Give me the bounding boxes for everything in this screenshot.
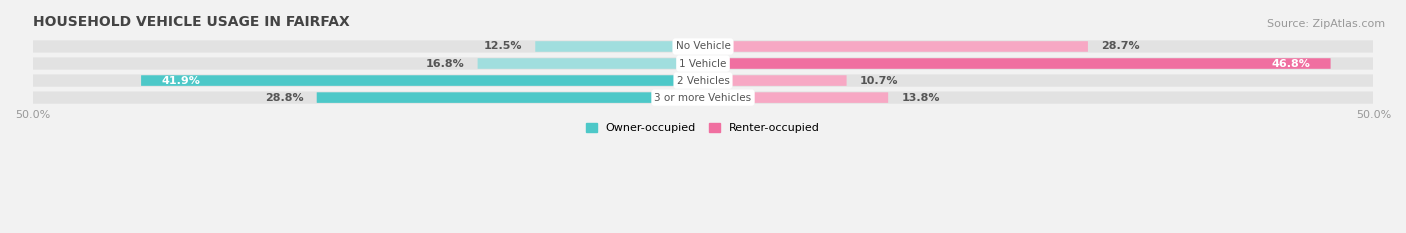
FancyBboxPatch shape: [32, 57, 1374, 70]
FancyBboxPatch shape: [32, 40, 1374, 53]
FancyBboxPatch shape: [703, 41, 1088, 52]
Text: 16.8%: 16.8%: [426, 58, 464, 69]
Text: Source: ZipAtlas.com: Source: ZipAtlas.com: [1267, 19, 1385, 29]
Text: No Vehicle: No Vehicle: [675, 41, 731, 51]
FancyBboxPatch shape: [703, 58, 1330, 69]
FancyBboxPatch shape: [32, 74, 1374, 87]
FancyBboxPatch shape: [141, 75, 703, 86]
Text: 46.8%: 46.8%: [1271, 58, 1310, 69]
Text: 12.5%: 12.5%: [484, 41, 522, 51]
Text: 28.7%: 28.7%: [1101, 41, 1140, 51]
Text: 1 Vehicle: 1 Vehicle: [679, 58, 727, 69]
Text: 10.7%: 10.7%: [860, 75, 898, 86]
Text: 41.9%: 41.9%: [162, 75, 200, 86]
FancyBboxPatch shape: [478, 58, 703, 69]
Legend: Owner-occupied, Renter-occupied: Owner-occupied, Renter-occupied: [581, 118, 825, 138]
FancyBboxPatch shape: [703, 75, 846, 86]
FancyBboxPatch shape: [316, 92, 703, 103]
Text: 3 or more Vehicles: 3 or more Vehicles: [654, 93, 752, 103]
Text: 2 Vehicles: 2 Vehicles: [676, 75, 730, 86]
FancyBboxPatch shape: [536, 41, 703, 52]
Text: 28.8%: 28.8%: [264, 93, 304, 103]
Text: HOUSEHOLD VEHICLE USAGE IN FAIRFAX: HOUSEHOLD VEHICLE USAGE IN FAIRFAX: [32, 15, 349, 29]
Text: 13.8%: 13.8%: [901, 93, 941, 103]
FancyBboxPatch shape: [32, 92, 1374, 104]
FancyBboxPatch shape: [703, 92, 889, 103]
